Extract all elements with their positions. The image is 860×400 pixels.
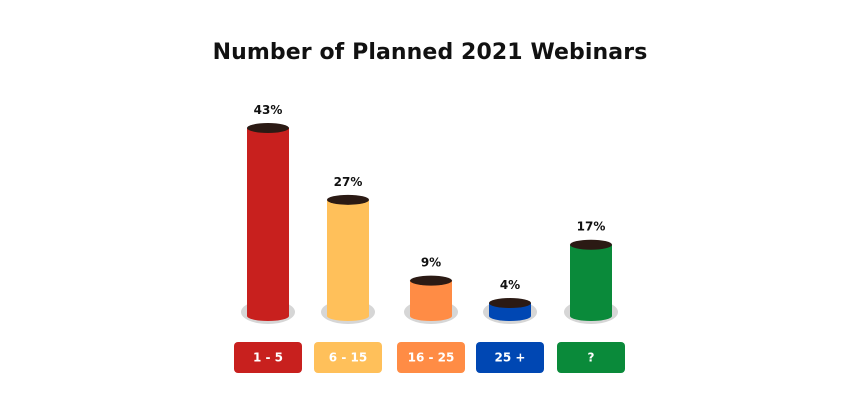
bars <box>247 128 612 321</box>
bar-cap <box>489 298 531 309</box>
category-pill <box>314 342 382 373</box>
category-label: ? <box>588 351 595 365</box>
bar-cap <box>410 275 452 286</box>
value-label: 9% <box>421 256 441 270</box>
value-label: 43% <box>254 103 283 117</box>
value-labels: 43% 27% 9% 4% 17% <box>254 103 606 292</box>
category-label: 1 - 5 <box>253 351 283 365</box>
category-pill <box>397 342 465 373</box>
bar <box>247 128 289 321</box>
category-pills: 1 - 5 6 - 15 16 - 25 25 +? <box>234 342 625 373</box>
bar <box>410 280 452 321</box>
category-pill <box>557 342 625 373</box>
category-pill <box>234 342 302 373</box>
category-label: 6 - 15 <box>329 351 367 365</box>
value-label: 4% <box>500 278 520 292</box>
bar <box>570 244 612 321</box>
bar-caps <box>247 123 612 309</box>
value-label: 27% <box>334 175 363 189</box>
category-pill <box>476 342 544 373</box>
bar-cap <box>327 194 369 205</box>
value-label: 17% <box>577 220 606 234</box>
bar-cap <box>570 239 612 250</box>
category-label: 16 - 25 <box>408 351 455 365</box>
bar <box>489 303 531 321</box>
bar-cap <box>247 123 289 133</box>
bar <box>327 199 369 321</box>
category-label: 25 + <box>495 351 526 365</box>
chart-title: Number of Planned 2021 Webinars <box>212 40 648 65</box>
